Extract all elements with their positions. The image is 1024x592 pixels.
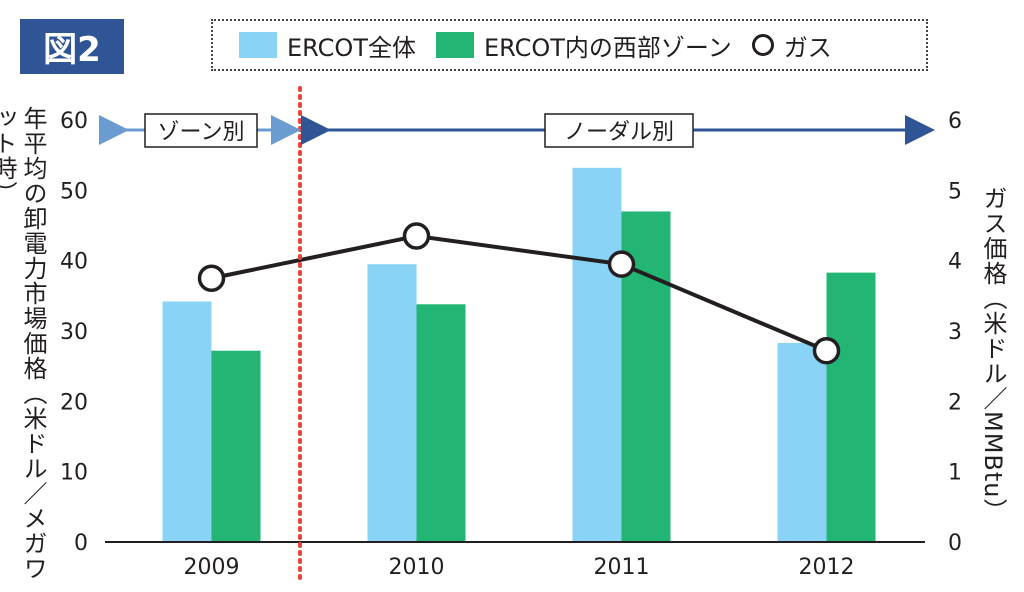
y-right-tick-label: 0 xyxy=(948,531,962,556)
figure-label: 図2 xyxy=(20,19,124,74)
bar-ercot-all-2012 xyxy=(777,342,827,542)
legend-marker-gas xyxy=(751,34,774,56)
y-right-tick-label: 4 xyxy=(948,250,962,275)
x-tick-label-2012: 2012 xyxy=(799,555,855,580)
y-left-tick-label: 20 xyxy=(60,390,88,415)
y-axis-left-label: 年平均の卸電力市場価格（米ドル／メガワット時） xyxy=(0,106,47,581)
zonal-label: ゾーン別 xyxy=(158,120,245,145)
y-left-tick-label: 10 xyxy=(60,461,88,486)
legend-item-gas: ガス xyxy=(751,28,832,63)
gas-point-2011 xyxy=(607,250,636,278)
y-left-tick-label: 0 xyxy=(74,531,88,556)
legend-swatch-ercot-west xyxy=(435,32,474,58)
y-axis-right-label: ガス価格（米ドル／MMBtu） xyxy=(979,186,1007,524)
y-right-tick-label: 2 xyxy=(948,390,962,415)
gas-point-2009 xyxy=(197,264,226,292)
zonal-label-box xyxy=(144,113,258,148)
legend-label-gas: ガス xyxy=(783,33,832,62)
gas-point-2012 xyxy=(812,336,841,365)
gas-price-line xyxy=(211,234,828,353)
y-right-tick-label: 3 xyxy=(948,320,962,345)
bar-ercot-all-2011 xyxy=(572,167,622,542)
nodal-label-box xyxy=(544,113,694,148)
legend-item-ercot-all: ERCOT全体 xyxy=(239,28,416,63)
legend-label-ercot-all: ERCOT全体 xyxy=(287,33,416,62)
y-left-tick-label: 50 xyxy=(60,179,88,204)
legend-item-ercot-west: ERCOT内の西部ゾーン xyxy=(435,28,732,63)
y-right-tick-label: 5 xyxy=(948,179,962,204)
bar-ercot-all-2010 xyxy=(367,264,417,542)
y-right-tick-label: 1 xyxy=(948,461,962,486)
nodal-label: ノーダル別 xyxy=(564,120,674,145)
bar-ercot-west-2010 xyxy=(416,304,466,542)
y-left-tick-label: 40 xyxy=(60,250,88,275)
x-tick-label-2011: 2011 xyxy=(594,555,650,580)
bar-ercot-west-2012 xyxy=(826,272,876,542)
x-tick-label-2009: 2009 xyxy=(184,555,240,580)
legend: ERCOT全体 ERCOT内の西部ゾーン ガス xyxy=(211,19,928,71)
bar-ercot-west-2009 xyxy=(211,350,261,542)
y-left-tick-label: 30 xyxy=(60,320,88,345)
bar-ercot-all-2009 xyxy=(162,301,212,542)
y-right-tick-label: 6 xyxy=(948,109,962,134)
gas-point-2010 xyxy=(402,222,431,250)
legend-label-ercot-west: ERCOT内の西部ゾーン xyxy=(483,33,732,62)
y-left-tick-label: 60 xyxy=(60,109,88,134)
legend-swatch-ercot-all xyxy=(239,32,277,58)
x-tick-label-2010: 2010 xyxy=(389,555,445,580)
